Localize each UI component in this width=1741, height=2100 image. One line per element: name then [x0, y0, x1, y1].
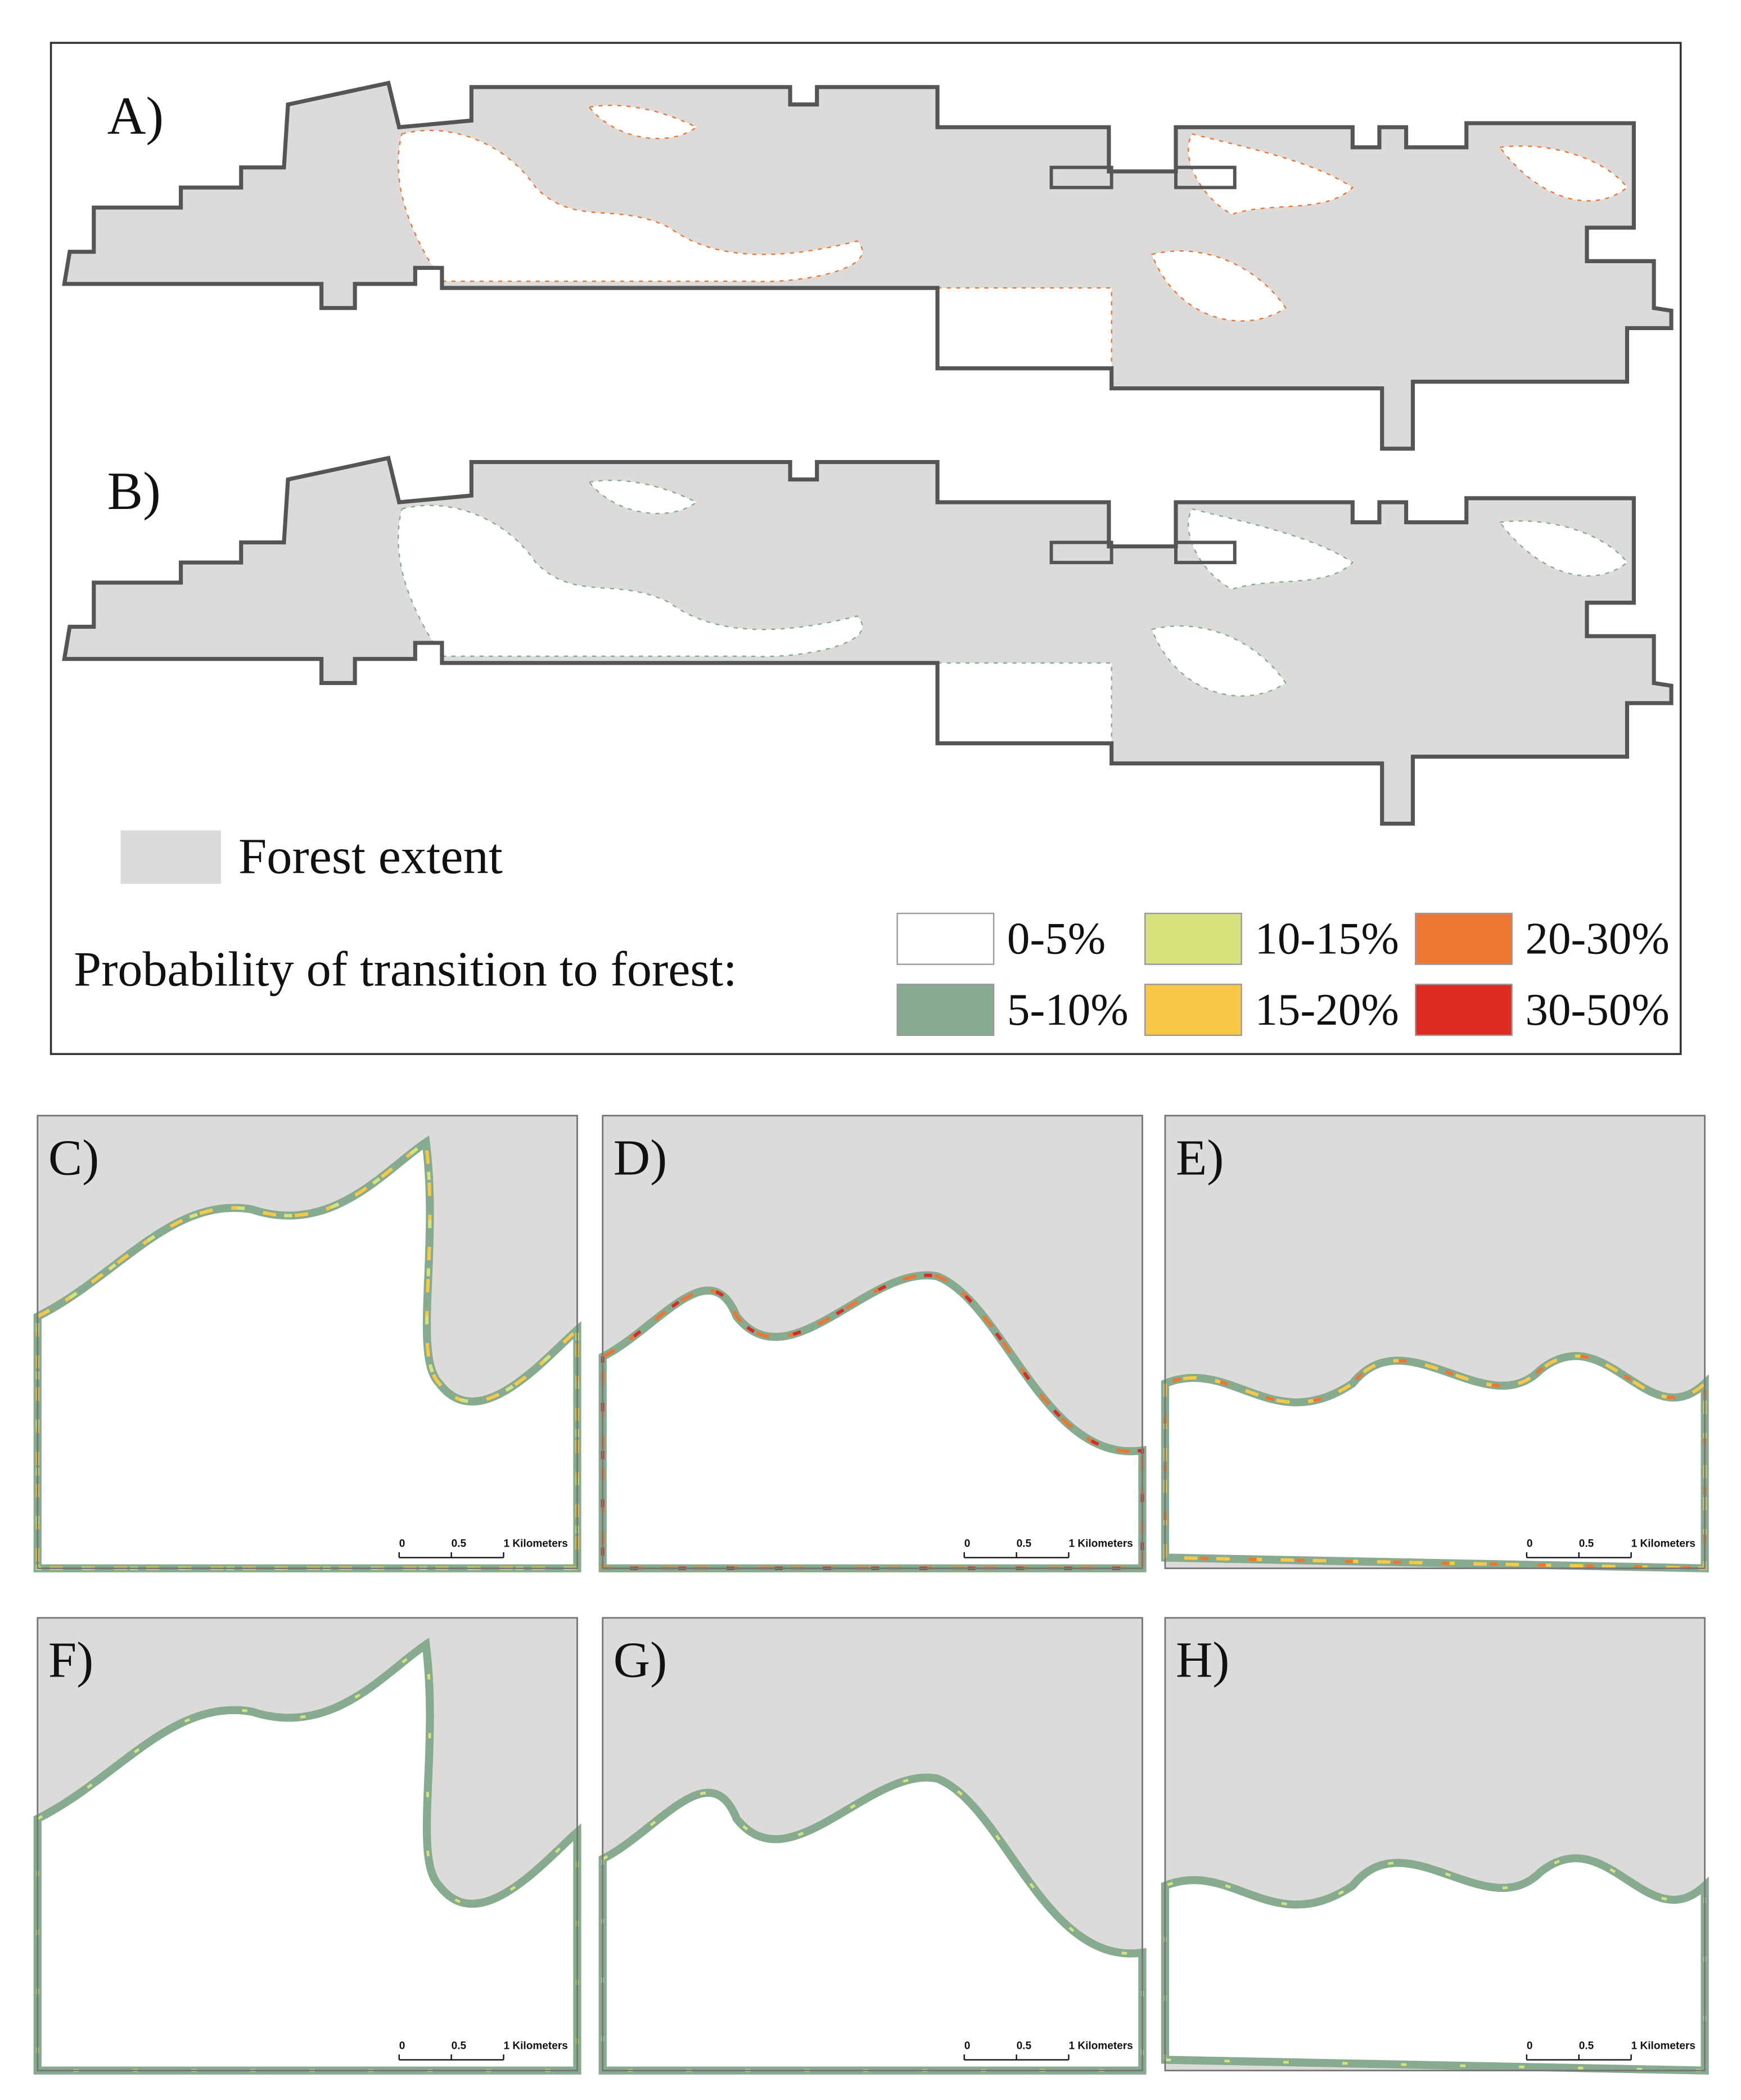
scale-label: 0 [1527, 1538, 1533, 1549]
scale-label: 0.5 [1017, 2040, 1032, 2052]
inset-box [1049, 165, 1113, 190]
study-area-outline [62, 456, 1674, 826]
non-forest [936, 662, 1112, 744]
legend-label: 15-20% [1255, 984, 1399, 1035]
non-forest [598, 1773, 1147, 2075]
inset-box [1049, 540, 1113, 565]
inset-border [602, 1617, 1143, 2072]
scale-label: 0.5 [1017, 1538, 1032, 1549]
forest-layer [64, 458, 1672, 824]
non-forest [1499, 520, 1629, 577]
scale-label: 0 [399, 1538, 405, 1549]
inset-panel: C) 0 0.5 1 Kilometers [33, 1115, 581, 1572]
scale-label: 0 [964, 1538, 971, 1549]
non-forest [1188, 133, 1354, 215]
forest-swatch [120, 830, 222, 884]
inset-border [602, 1115, 1143, 1570]
inset-panel: G) 0 0.5 1 Kilometers [598, 1617, 1147, 2075]
legend-swatch [1144, 912, 1242, 965]
forest-layer [64, 83, 1672, 449]
panel-label: H) [1176, 1631, 1229, 1688]
panel-label: A) [107, 86, 164, 146]
non-forest [1188, 508, 1354, 591]
non-forest [1161, 1352, 1709, 1572]
transition-edge [1163, 1354, 1707, 1570]
non-forest [588, 479, 698, 515]
non-forest [588, 105, 698, 139]
inset-box [1174, 165, 1237, 190]
study-area-outline [62, 80, 1674, 451]
legend-swatch [1415, 984, 1513, 1036]
legend-label: 0-5% [1007, 913, 1106, 964]
scale-label: 0 [1527, 2040, 1533, 2052]
inset-border [1164, 1617, 1706, 2072]
inset-panel: E) 0 0.5 1 Kilometers [1161, 1115, 1709, 1572]
panel-label: E) [1176, 1129, 1224, 1186]
transition-edge [601, 1273, 1144, 1570]
forest-extent [64, 458, 1672, 824]
forest-label: Forest extent [238, 828, 503, 885]
scale-label: 0.5 [1579, 1538, 1594, 1549]
inset-panel: D) 0 0.5 1 Kilometers [598, 1115, 1147, 1572]
map-frame [49, 42, 1682, 1055]
scale-label: 0 [964, 2040, 971, 2052]
panel-label: F) [48, 1631, 93, 1688]
panel-label: B) [107, 461, 161, 521]
legend-label: 10-15% [1255, 913, 1399, 964]
legend-label: 20-30% [1525, 913, 1669, 964]
study-area-map: A) [62, 80, 1674, 451]
non-forest [1151, 625, 1287, 697]
scale-label: 1 Kilometers [1631, 1538, 1695, 1549]
inset-panel: H) 0 0.5 1 Kilometers [1161, 1617, 1709, 2075]
transition-edge [35, 1139, 579, 1570]
scale-label: 1 Kilometers [504, 1538, 568, 1549]
legend-swatch [896, 984, 995, 1036]
inset-panel: F) 0 0.5 1 Kilometers [33, 1617, 581, 2075]
panel-label: C) [48, 1129, 99, 1186]
scale-label: 0.5 [452, 2040, 467, 2052]
legend-swatch [1415, 912, 1513, 965]
non-forest [1151, 250, 1287, 322]
legend-swatch [896, 912, 995, 965]
inset-border [1164, 1115, 1706, 1570]
scale-label: 1 Kilometers [504, 2040, 568, 2052]
legend-label: 30-50% [1525, 984, 1669, 1035]
inset-box [1174, 540, 1237, 565]
inset-border [37, 1115, 578, 1570]
inset-border [37, 1617, 578, 2072]
legend-label: 5-10% [1007, 984, 1129, 1035]
scale-label: 0.5 [1579, 2040, 1594, 2052]
study-area-map: B) [62, 456, 1674, 826]
legend-swatch [1144, 984, 1242, 1036]
scale-label: 1 Kilometers [1631, 2040, 1695, 2052]
scale-label: 1 Kilometers [1068, 2040, 1133, 2052]
scale-label: 0.5 [452, 1538, 467, 1549]
non-forest [936, 287, 1112, 369]
forest-extent [64, 83, 1672, 449]
non-forest [33, 1637, 581, 2075]
non-forest [1499, 145, 1629, 202]
panel-label: D) [614, 1129, 667, 1186]
legend-title: Probability of transition to forest: [74, 942, 737, 997]
panel-label: G) [614, 1631, 667, 1688]
scale-label: 1 Kilometers [1068, 1538, 1133, 1549]
non-forest [1161, 1854, 1709, 2075]
scale-label: 0 [399, 2040, 405, 2052]
